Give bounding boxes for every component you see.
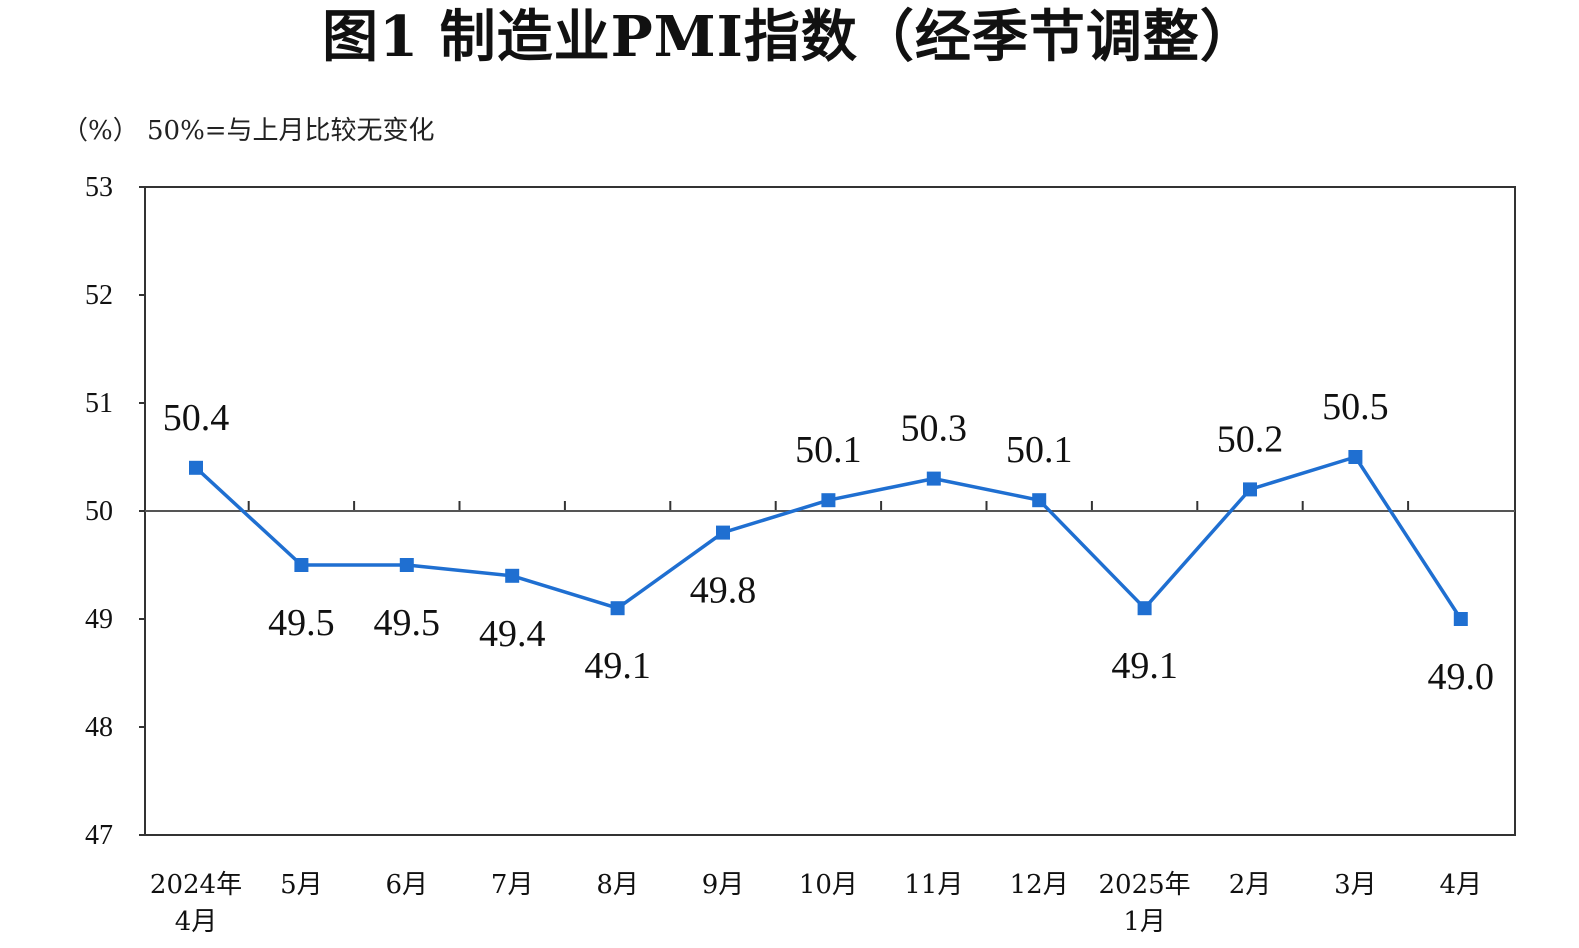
data-point [399, 558, 414, 572]
unit-note: （%） 50%=与上月比较无变化 [62, 110, 435, 147]
unit-label: （%） [62, 116, 139, 146]
data-label: 50.1 [795, 429, 862, 471]
data-point [294, 558, 309, 572]
reference-note: 50%=与上月比较无变化 [146, 116, 435, 146]
data-label: 50.5 [1322, 386, 1389, 428]
data-point [716, 525, 730, 540]
y-tick-label: 49 [85, 604, 113, 635]
x-tick-label: 2024年 [150, 870, 242, 900]
series-group [189, 450, 1468, 626]
data-label: 50.1 [1006, 429, 1073, 471]
data-label: 50.3 [901, 408, 968, 450]
data-point [505, 568, 520, 583]
data-point [1243, 482, 1257, 497]
x-tick-label: 4月 [175, 907, 218, 937]
y-tick-label: 51 [85, 388, 113, 419]
data-point [1453, 612, 1468, 626]
x-tick-label: 6月 [386, 870, 429, 900]
x-tick-label: 9月 [702, 870, 745, 900]
data-label: 49.5 [374, 602, 441, 644]
x-tick-label: 4月 [1440, 870, 1483, 900]
x-tick-label: 12月 [1010, 870, 1069, 900]
x-tick-label: 2025年 [1099, 870, 1191, 900]
data-labels: 50.4 49.5 49.5 49.4 49.1 49.8 50.1 50.3 50.1 49.1… [163, 386, 1494, 698]
data-label: 49.1 [584, 645, 651, 687]
y-tick-label: 47 [85, 820, 113, 851]
x-tick-label: 10月 [799, 870, 858, 900]
data-point [1137, 601, 1152, 616]
x-tick-label: 7月 [491, 870, 534, 900]
data-label: 50.4 [163, 397, 230, 439]
y-tick-label: 53 [85, 172, 113, 203]
data-point [926, 471, 941, 486]
x-tick-label: 2月 [1229, 870, 1272, 900]
chart-title: 图1 制造业PMI指数（经季节调整） [322, 4, 1257, 70]
x-tick-label: 8月 [596, 870, 639, 900]
data-label: 49.8 [690, 570, 757, 612]
data-label: 49.4 [479, 613, 546, 655]
y-tick-label: 50 [85, 496, 113, 527]
data-point [1348, 450, 1363, 464]
series-line [194, 455, 1463, 620]
data-point [189, 460, 203, 475]
data-point [610, 601, 625, 616]
x-tick-label: 11月 [904, 870, 963, 900]
data-label: 49.0 [1428, 656, 1495, 698]
y-tick-label: 52 [85, 280, 113, 311]
data-label: 50.2 [1217, 418, 1284, 460]
x-tick-label: 1月 [1123, 907, 1166, 937]
x-tick-label: 3月 [1334, 870, 1377, 900]
data-label: 49.1 [1111, 645, 1178, 687]
data-label: 49.5 [268, 602, 335, 644]
y-tick-label: 48 [85, 712, 113, 743]
x-tick-label: 5月 [280, 870, 323, 900]
data-point [821, 493, 836, 508]
data-point [1032, 493, 1047, 508]
axes: 47 48 49 50 51 52 53 2024年 4月 5月 6月 7月 8月 9月 10月 11月 12月… [85, 172, 1516, 937]
